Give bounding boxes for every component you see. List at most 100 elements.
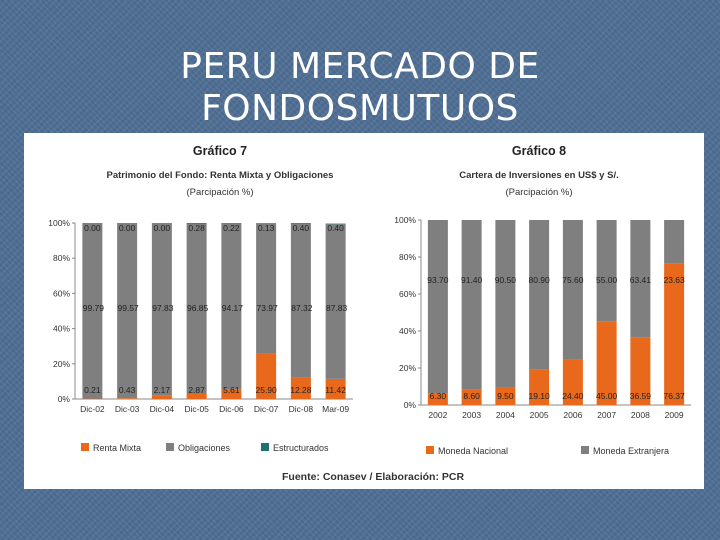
bar-segment [290,223,311,378]
data-label: 87.32 [291,303,313,313]
y-tick-label: 0% [58,394,71,404]
charts-svg: Gráfico 7 Patrimonio del Fondo: Renta Mix… [48,144,691,483]
y-tick-label: 20% [399,363,416,373]
legend-label: Renta Mixta [93,443,141,453]
bar-segment [529,369,550,405]
data-label: 0.00 [84,223,101,233]
data-label: 45.00 [596,391,618,401]
bar-segment [117,398,138,399]
x-tick-label: Dic-06 [219,404,244,414]
legend-swatch [166,443,174,451]
x-tick-label: Dic-02 [80,404,105,414]
bar-segment [290,223,311,224]
bar-segment [221,223,242,390]
x-tick-label: 2005 [530,410,549,420]
x-tick-label: 2006 [563,410,582,420]
bar-segment [151,395,172,399]
data-label: 8.60 [463,391,480,401]
data-label: 94.17 [222,303,244,313]
data-label: 11.42 [325,385,346,395]
chart-subtitle: Patrimonio del Fondo: Renta Mixta y Obli… [107,170,334,181]
bar-segment [186,393,207,399]
bar-segment [562,359,583,405]
data-label: 91.40 [461,275,483,285]
bar-segment [664,220,685,264]
y-tick-label: 60% [399,289,416,299]
data-label: 12.28 [290,385,312,395]
x-tick-label: 2002 [428,410,447,420]
data-label: 97.83 [152,303,174,313]
data-label: 19.10 [528,391,550,401]
data-label: 63.41 [630,275,652,285]
data-label: 87.83 [326,303,348,313]
x-tick-label: Dic-05 [184,404,209,414]
bar-segment [325,378,346,399]
data-label: 0.00 [119,223,136,233]
legend-label: Moneda Extranjera [593,446,669,456]
source-note: Fuente: Conasev / Elaboración: PCR [282,471,464,483]
data-label: 75.60 [562,275,584,285]
data-label: 0.00 [154,223,171,233]
y-tick-label: 80% [53,253,70,263]
data-label: 2.17 [154,385,171,395]
chart-title: Gráfico 8 [512,144,566,158]
data-label: 90.50 [495,275,517,285]
x-tick-label: 2008 [631,410,650,420]
bar-segment [186,223,207,394]
bar-segment [529,220,550,370]
legend-swatch [81,443,89,451]
data-label: 0.13 [258,223,275,233]
slide-title: PERU MERCADO DE FONDOSMUTUOS [0,46,720,130]
x-tick-label: 2004 [496,410,515,420]
bar-segment [427,220,448,394]
x-tick-label: 2007 [597,410,616,420]
y-tick-label: 20% [53,359,70,369]
x-tick-label: Dic-07 [254,404,279,414]
bar-segment [495,220,516,388]
y-tick-label: 60% [53,288,70,298]
chart-title: Gráfico 7 [193,144,247,158]
bar-segment [630,220,651,338]
bar-segment [256,223,277,354]
bar-segment [221,389,242,399]
legend-label: Obligaciones [178,443,231,453]
legend-label: Moneda Nacional [438,446,508,456]
data-label: 0.40 [293,223,310,233]
data-label: 99.57 [117,303,139,313]
data-label: 0.28 [188,223,205,233]
data-label: 2.87 [188,385,205,395]
chart-grafico-8: Gráfico 8 Cartera de Inversiones en US$ y… [394,144,691,456]
x-tick-label: Dic-08 [289,404,314,414]
x-tick-label: Mar-09 [322,404,349,414]
data-label: 23.63 [663,275,685,285]
y-tick-label: 0% [404,400,417,410]
data-label: 9.50 [497,391,514,401]
x-tick-label: Dic-03 [115,404,140,414]
y-tick-label: 100% [48,218,70,228]
data-label: 0.22 [223,223,240,233]
bar-segment [256,353,277,399]
bar-segment [562,220,583,360]
data-label: 93.70 [427,275,449,285]
x-tick-label: 2009 [665,410,684,420]
y-tick-label: 40% [53,324,70,334]
data-label: 0.40 [327,223,344,233]
bar-segment [630,337,651,405]
y-tick-label: 80% [399,252,416,262]
y-tick-label: 40% [399,326,416,336]
legend-swatch [581,446,589,454]
bar-segment [325,224,346,379]
bar-segment [117,223,138,399]
data-label: 6.30 [430,391,447,401]
bar-segment [325,223,346,225]
data-label: 25.90 [255,385,277,395]
y-tick-label: 100% [394,215,416,225]
bar-segment [461,389,482,405]
data-label: 55.00 [596,275,618,285]
slide-title-line-1: PERU MERCADO DE [180,46,540,87]
data-label: 99.79 [83,303,105,313]
chart-grafico-7: Gráfico 7 Patrimonio del Fondo: Renta Mix… [48,144,353,453]
bar-segment [461,220,482,390]
data-label: 96.85 [187,303,209,313]
data-label: 24.40 [562,391,584,401]
